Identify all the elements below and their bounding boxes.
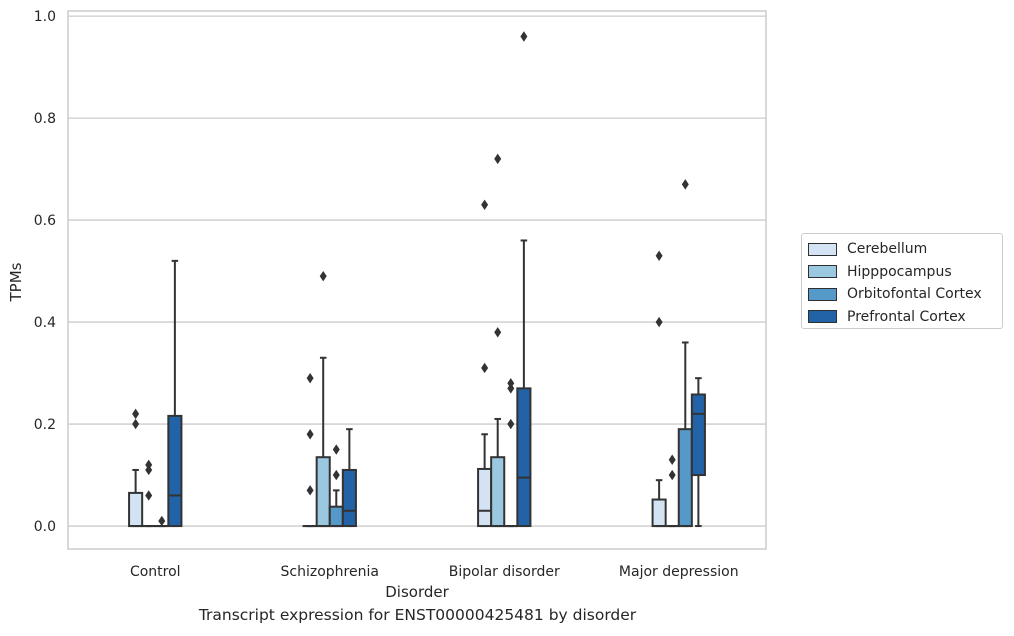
- box-group: [343, 429, 356, 526]
- y-tick-label: 1.0: [34, 9, 56, 25]
- box: [491, 457, 504, 526]
- box-group: [653, 251, 666, 526]
- legend-item: Prefrontal Cortex: [802, 306, 1002, 329]
- y-tick-label: 0.6: [34, 213, 56, 229]
- box: [129, 493, 142, 526]
- box: [478, 469, 491, 526]
- box-group: [129, 409, 142, 526]
- legend: Cerebellum Hipppocampus Orbitofontal Corte…: [801, 233, 1003, 329]
- box-group: [504, 378, 517, 526]
- box-group: [478, 200, 491, 526]
- legend-label: Cerebellum: [847, 241, 927, 257]
- x-tick-label: Major depression: [619, 564, 739, 580]
- box-group: [304, 373, 317, 526]
- outlier-point: [158, 516, 165, 526]
- x-tick-labels: Control Schizophrenia Bipolar disorder Majo…: [130, 564, 739, 580]
- outlier-point: [669, 455, 676, 465]
- box-group: [168, 261, 181, 526]
- box-group: [666, 455, 679, 527]
- box-group: [679, 179, 692, 526]
- outlier-point: [507, 419, 514, 429]
- legend-swatch: [808, 288, 837, 301]
- box-group: [692, 378, 705, 526]
- outlier-point: [145, 490, 152, 500]
- box: [330, 507, 343, 526]
- outlier-point: [494, 154, 501, 164]
- box: [168, 416, 181, 526]
- box-group: [155, 516, 168, 526]
- box-group: [491, 154, 504, 526]
- boxes: [129, 31, 705, 526]
- box: [317, 457, 330, 526]
- box-group: [142, 460, 155, 526]
- outlier-point: [333, 470, 340, 480]
- outlier-point: [494, 327, 501, 337]
- outlier-point: [132, 409, 139, 419]
- legend-item: Orbitofontal Cortex: [802, 283, 1002, 306]
- x-tick-label: Bipolar disorder: [449, 564, 560, 580]
- box: [517, 388, 530, 526]
- x-tick-label: Control: [130, 564, 181, 580]
- outlier-point: [307, 429, 314, 439]
- y-tick-label: 0.0: [34, 519, 56, 535]
- outlier-point: [669, 470, 676, 480]
- box: [343, 470, 356, 526]
- box-group: [517, 31, 530, 526]
- outlier-point: [682, 179, 689, 189]
- box-group: [330, 444, 343, 526]
- outlier-point: [333, 444, 340, 454]
- outlier-point: [656, 317, 663, 327]
- legend-label: Hipppocampus: [847, 264, 952, 280]
- box: [692, 394, 705, 475]
- legend-swatch: [808, 310, 837, 323]
- outlier-point: [132, 419, 139, 429]
- box-group: [317, 271, 330, 526]
- legend-item: Hipppocampus: [802, 261, 1002, 284]
- outlier-point: [307, 485, 314, 495]
- outlier-point: [481, 200, 488, 210]
- legend-swatch: [808, 243, 837, 256]
- box: [653, 500, 666, 527]
- legend-label: Orbitofontal Cortex: [847, 286, 982, 302]
- y-tick-label: 0.2: [34, 417, 56, 433]
- y-axis-label: TPMs: [7, 262, 25, 302]
- legend-swatch: [808, 265, 837, 278]
- outlier-point: [320, 271, 327, 281]
- outlier-point: [481, 363, 488, 373]
- x-tick-label: Schizophrenia: [281, 564, 379, 580]
- legend-label: Prefrontal Cortex: [847, 309, 966, 325]
- y-tick-label: 0.8: [34, 111, 56, 127]
- x-axis-label: Disorder: [385, 583, 449, 601]
- y-tick-label: 0.4: [34, 315, 56, 331]
- legend-item: Cerebellum: [802, 238, 1002, 261]
- y-tick-labels: 0.0 0.2 0.4 0.6 0.8 1.0: [34, 9, 56, 535]
- outlier-point: [307, 373, 314, 383]
- outlier-point: [520, 31, 527, 41]
- figure-caption: Transcript expression for ENST0000042548…: [0, 606, 835, 624]
- outlier-point: [656, 251, 663, 261]
- box: [679, 429, 692, 526]
